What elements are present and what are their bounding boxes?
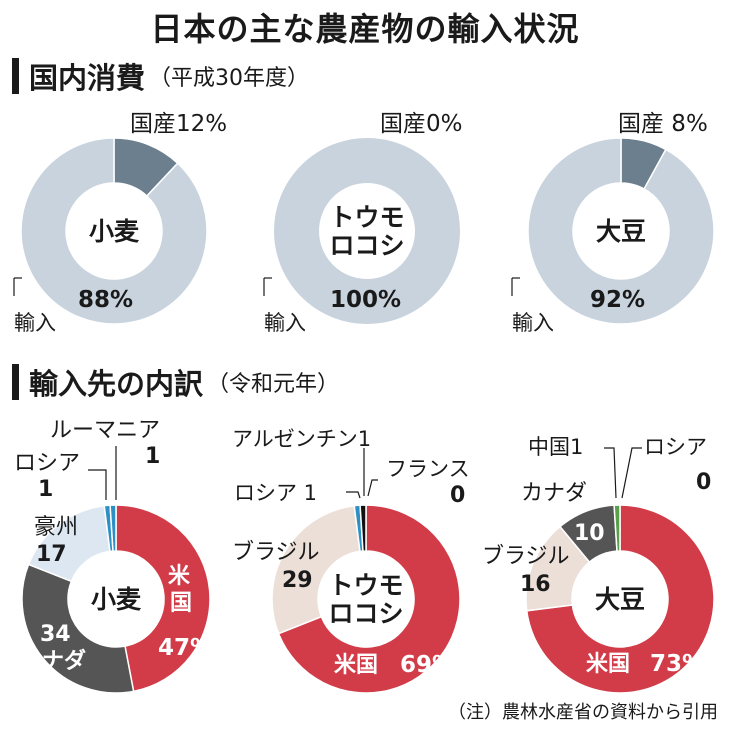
donut-slice-src-米国 [277,504,461,694]
corn-argentina-label: アルゼンチン1 [232,427,371,451]
soy-brazil-label: ブラジル [482,544,570,569]
soy-brazil-value: 16 [520,572,551,597]
donut-center-label: トウモ [329,203,404,232]
corn-russia-label: ロシア 1 [234,481,317,505]
donut-slice-dom-輸入 [527,137,715,325]
wheat-romania-label: ルーマニア [50,418,160,443]
wheat-domestic-label: 国産12% [130,111,227,137]
soy-russia-label: ロシア [644,435,707,459]
donut-slice-src-米国 [525,504,715,694]
donut-center-label: ロコシ [329,231,404,260]
donut-slice-dom-輸入 [20,137,208,325]
wheat-romania-value: 1 [145,444,160,469]
soy-canada-value: 10 [574,521,605,546]
soy-china-label: 中国1 [528,435,583,459]
soy-us-label: 米国 [586,652,630,677]
corn-import-value: 100% [330,287,401,313]
donut-slice-src-カナダ [21,563,135,694]
donut-center-label: 大豆 [595,585,645,614]
corn-us-label: 米国 [334,653,378,678]
corn-france-label: フランス [386,457,470,481]
soy-us-value: 73% [650,651,705,677]
wheat-canada-value: 34 [40,622,71,647]
wheat-us-label: 米 [168,564,191,589]
wheat-import-value: 88% [78,287,133,313]
wheat-import-label: 輸入 [14,311,56,335]
wheat-australia-label: 豪州 [34,515,78,540]
leader-line [604,447,617,499]
soy-domestic-label: 国産 8% [618,111,708,137]
source-note: （注）農林水産省の資料から引用 [448,702,718,723]
page-title: 日本の主な農産物の輸入状況 [150,10,580,48]
section-heading: 国内消費 [29,61,146,95]
wheat-russia-label: ロシア [14,451,80,476]
section-marker [12,58,19,94]
donut-slice-src-中国 [613,504,621,552]
corn-brazil-value: 29 [282,568,313,593]
donut-center-label: トウモ [328,571,403,600]
section-heading: 輸入先の内訳 [29,367,204,401]
corn-france-value: 0 [450,483,465,508]
donut-center-label: 小麦 [89,217,140,246]
donut-center-label: 小麦 [91,585,142,614]
leader-line [88,469,107,500]
corn-import-label: 輸入 [264,311,306,335]
donut-slice-src-米国 [115,504,211,693]
donut-center-label: ロコシ [328,599,403,628]
section-subheading: （平成30年度） [149,66,310,91]
corn-us-value: 69% [400,652,455,678]
wheat-canada-label: カナダ [20,648,86,674]
donut-center-label: 大豆 [596,217,646,246]
donut-slice-src-ルーマニア [109,504,117,552]
wheat-russia-value: 1 [38,477,53,502]
corn-domestic-label: 国産0% [380,111,463,137]
soy-import-value: 92% [590,287,645,313]
wheat-us-value: 47% [158,635,213,661]
corn-brazil-label: ブラジル [232,540,320,565]
section-import-sources: 輸入先の内訳 （令和元年） [12,362,339,402]
leader-line [621,447,642,499]
section-subheading: （令和元年） [207,372,340,397]
wheat-us-label-2: 国 [170,591,192,616]
soy-russia-value: 0 [696,470,711,495]
section-domestic-consumption: 国内消費 （平成30年度） [12,56,309,96]
leader-line [367,479,378,497]
donut-slice-dom-輸入 [274,138,460,324]
section-marker [12,364,19,400]
donut-slice-src-アルゼンチン [359,504,367,552]
donut-slice-src-ブラジル [271,504,361,635]
wheat-australia-value: 17 [36,542,67,567]
leader-line [346,491,361,499]
soy-import-label: 輸入 [512,311,554,335]
soy-canada-label: カナダ [521,481,587,506]
